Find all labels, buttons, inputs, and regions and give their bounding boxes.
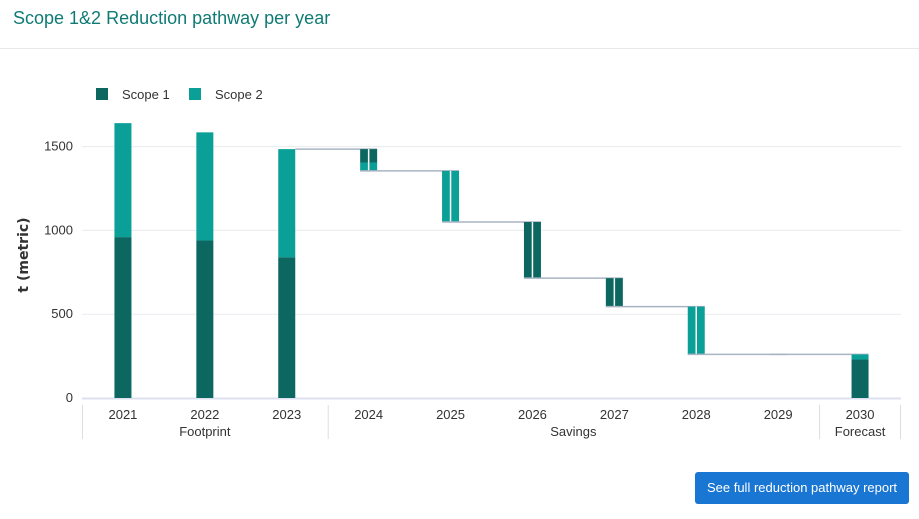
x-tick-label: 2024 [354,407,383,422]
y-tick-label: 1500 [44,139,73,154]
x-tick-label: 2021 [108,407,137,422]
bar-scope2-2021 [114,123,132,238]
x-tick-label: 2022 [190,407,219,422]
y-tick-label: 0 [66,390,73,405]
page-title: Scope 1&2 Reduction pathway per year [13,8,331,28]
bar-scope1-2022 [196,240,214,398]
x-tick-label: 2023 [272,407,301,422]
x-tick-label: 2026 [518,407,547,422]
chart-header: Scope 1&2 Reduction pathway per year [0,0,919,49]
bar-scope1-2023 [278,257,296,398]
x-group-label: Footprint [179,424,231,439]
legend-label-2: Scope 2 [215,87,263,102]
y-axis-label: t (metric) [16,217,32,292]
x-tick-label: 2028 [682,407,711,422]
legend-label-1: Scope 1 [122,87,170,102]
bar-scope2-2023 [278,149,296,258]
full-report-button[interactable]: See full reduction pathway report [695,472,909,504]
legend-swatch-2 [189,88,201,100]
x-group-label: Forecast [835,424,886,439]
bar-scope2-2022 [196,132,214,241]
y-tick-label: 1000 [44,222,73,237]
x-tick-label: 2027 [600,407,629,422]
x-tick-label: 2029 [764,407,793,422]
legend-swatch-1 [96,88,108,100]
bar-scope1-2021 [114,237,132,398]
x-group-label: Savings [550,424,597,439]
x-tick-label: 2025 [436,407,465,422]
x-tick-label: 2030 [846,407,875,422]
forecast-scope1-2030 [851,359,869,398]
forecast-scope2-2030 [851,354,869,360]
y-tick-label: 500 [51,306,73,321]
